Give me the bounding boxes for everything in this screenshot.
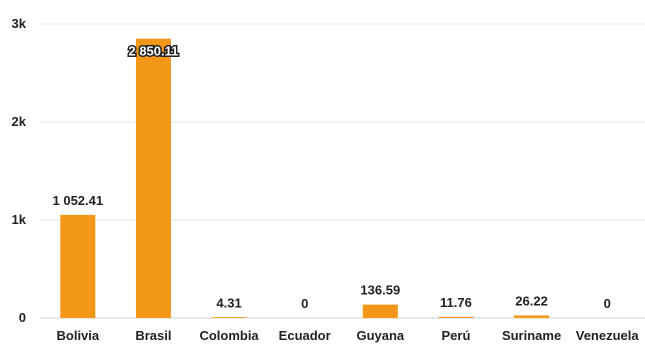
data-label: 11.76 (440, 295, 472, 310)
x-axis: Bolivia Brasil Colombia Ecuador Guyana Perú Su… (57, 328, 640, 343)
category-label: Bolivia (57, 328, 100, 343)
category-label: Ecuador (279, 328, 331, 343)
category-label: Suriname (502, 328, 561, 343)
y-tick-label: 1k (12, 212, 27, 227)
bar-guyana (362, 304, 398, 318)
data-label: 136.59 (360, 283, 400, 298)
category-label: Perú (441, 328, 470, 343)
bars (60, 38, 550, 319)
y-tick-label: 0 (19, 310, 26, 325)
category-label: Colombia (199, 328, 259, 343)
grid-lines (40, 23, 645, 319)
category-label: Brasil (135, 328, 171, 343)
data-label: 4.31 (216, 296, 241, 311)
category-label: Guyana (356, 328, 404, 343)
bar-brasil (135, 38, 171, 319)
category-label: Venezuela (576, 328, 640, 343)
bar-colombia (211, 317, 247, 318)
data-label: 0 (604, 296, 611, 311)
y-tick-label: 2k (12, 114, 27, 129)
data-label: 26.22 (515, 293, 548, 308)
data-label: 0 (301, 296, 308, 311)
y-tick-label: 3k (12, 16, 27, 31)
data-label: 1 052.41 (53, 193, 104, 208)
bar-suriname (514, 315, 550, 318)
data-label: 2 850.11 (128, 44, 178, 59)
data-labels: 1 052.41 2 850.11 4.31 0 136.59 11.76 26.22 0 (53, 42, 611, 311)
bar-bolivia (60, 214, 96, 318)
y-axis: 0 1k 2k 3k (12, 16, 27, 325)
bar-perú (438, 316, 474, 318)
